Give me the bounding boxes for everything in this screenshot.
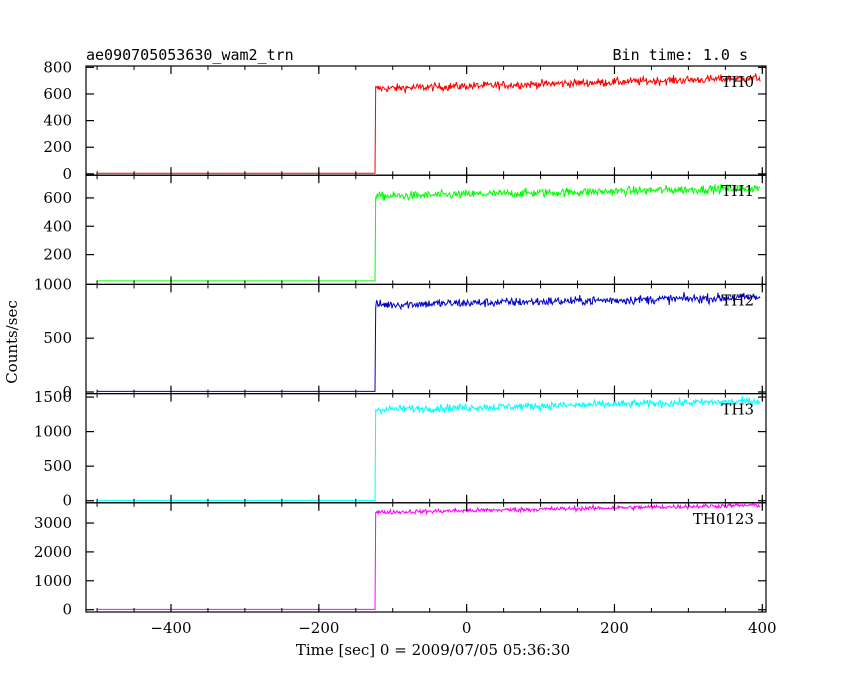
panel-th1: 200 400 600 TH1: [43, 174, 767, 285]
panel-frame: [85, 502, 767, 613]
panel-label: TH3: [721, 401, 754, 419]
series-line-th0: [97, 72, 761, 174]
panel-th0: 0 200 400 600 800 TH0: [43, 58, 767, 183]
x-tick-label: −200: [298, 619, 339, 637]
series-line-th0123: [97, 501, 761, 610]
panel-label: TH0: [721, 73, 754, 91]
panel-label: TH2: [721, 291, 754, 309]
x-axis: −400 −200 0 200 400: [150, 619, 776, 637]
y-tick-label: 400: [43, 112, 72, 130]
y-tick-label: 800: [43, 58, 72, 76]
y-axis-title: Counts/sec: [3, 300, 21, 384]
chart-title: ae090705053630_wam2_trn: [86, 46, 294, 64]
y-tick-label: 200: [43, 138, 72, 156]
series-line-th2: [97, 292, 761, 392]
panel-th2: 0 500 1000 TH2: [34, 275, 767, 401]
y-tick-label: 200: [43, 246, 72, 264]
panel-th3: 0 500 1000 1500 TH3: [34, 388, 767, 510]
y-tick-label: 1000: [34, 275, 72, 293]
panel-frame: [85, 283, 767, 395]
y-tick-label: 400: [43, 217, 72, 235]
x-tick-label: 0: [462, 619, 472, 637]
y-tick-label: 0: [62, 383, 72, 401]
x-axis-title: Time [sec] 0 = 2009/07/05 05:36:30: [296, 641, 570, 659]
series-line-th1: [97, 184, 761, 282]
panel-label: TH1: [721, 182, 754, 200]
panel-frame: [85, 393, 767, 504]
x-tick-label: −400: [150, 619, 191, 637]
y-tick-label: 0: [62, 492, 72, 510]
y-tick-label: 2000: [34, 543, 72, 561]
y-tick-label: 600: [43, 189, 72, 207]
y-tick-label: 600: [43, 85, 72, 103]
y-tick-label: 0: [62, 601, 72, 619]
y-tick-label: 500: [43, 329, 72, 347]
y-tick-label: 1500: [34, 388, 72, 406]
series-line-th3: [97, 396, 761, 501]
y-tick-label: 3000: [34, 514, 72, 532]
y-tick-label: 1000: [34, 572, 72, 590]
bin-time-label: Bin time: 1.0 s: [613, 46, 748, 64]
x-tick-label: 400: [748, 619, 777, 637]
x-tick-label: 200: [600, 619, 629, 637]
y-tick-label: 1000: [34, 423, 72, 441]
y-tick-label: 500: [43, 457, 72, 475]
panel-th0123: 0 1000 2000 3000 TH0123: [34, 501, 767, 619]
panel-label: TH0123: [693, 510, 754, 528]
panel-frame: [85, 65, 767, 176]
panel-frame: [85, 174, 767, 285]
y-tick-label: 0: [62, 165, 72, 183]
